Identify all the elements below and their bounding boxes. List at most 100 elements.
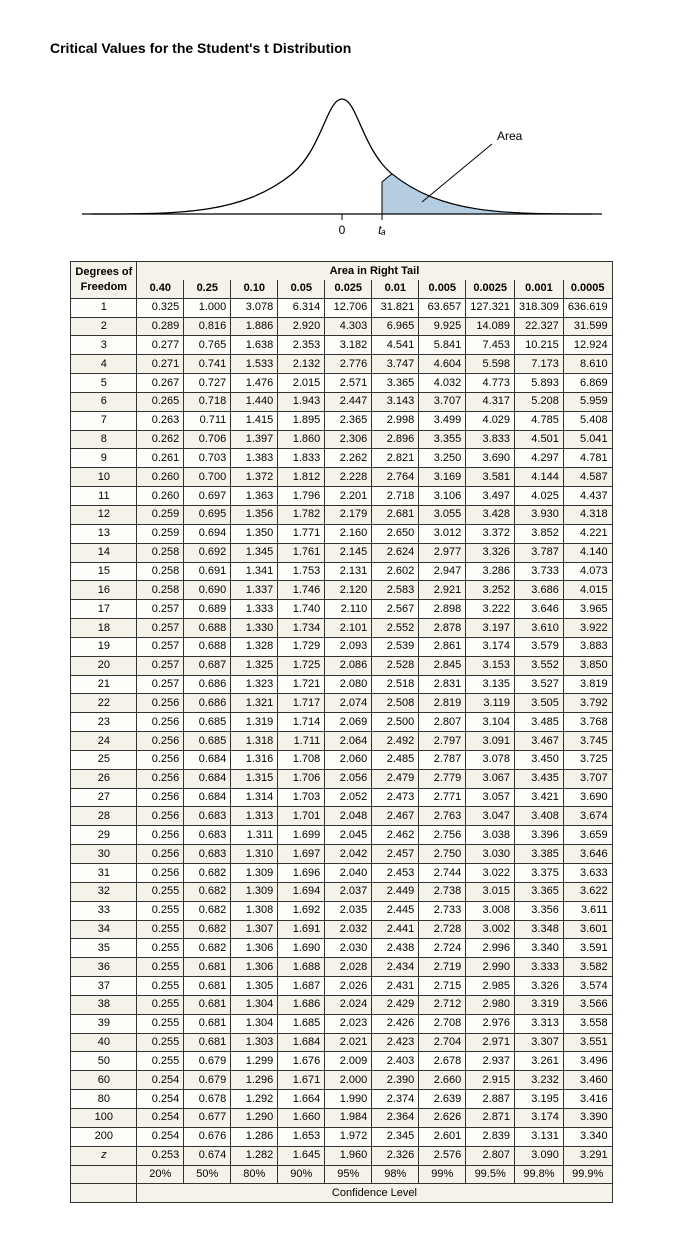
df-cell: 22: [71, 694, 137, 713]
df-cell: 9: [71, 449, 137, 468]
value-cell: 3.582: [563, 958, 612, 977]
conf-cell: 90%: [278, 1165, 325, 1184]
value-cell: 1.753: [278, 562, 325, 581]
value-cell: 3.174: [515, 1108, 564, 1127]
value-cell: 2.056: [325, 769, 372, 788]
value-cell: 1.286: [231, 1127, 278, 1146]
value-cell: 2.779: [419, 769, 466, 788]
value-cell: 0.255: [137, 958, 184, 977]
value-cell: 2.479: [372, 769, 419, 788]
value-cell: 4.303: [325, 317, 372, 336]
value-cell: 1.318: [231, 732, 278, 751]
value-cell: 1.734: [278, 619, 325, 638]
value-cell: 0.741: [184, 355, 231, 374]
df-cell: 12: [71, 505, 137, 524]
value-cell: 1.721: [278, 675, 325, 694]
value-cell: 0.816: [184, 317, 231, 336]
df-cell: 13: [71, 524, 137, 543]
value-cell: 14.089: [466, 317, 515, 336]
value-cell: 2.429: [372, 995, 419, 1014]
value-cell: 4.501: [515, 430, 564, 449]
value-cell: 1.000: [184, 298, 231, 317]
value-cell: 1.886: [231, 317, 278, 336]
value-cell: 0.686: [184, 694, 231, 713]
value-cell: 3.499: [419, 411, 466, 430]
value-cell: 63.657: [419, 298, 466, 317]
value-cell: 2.028: [325, 958, 372, 977]
value-cell: 0.700: [184, 468, 231, 487]
value-cell: 1.372: [231, 468, 278, 487]
value-cell: 1.664: [278, 1090, 325, 1109]
value-cell: 3.883: [563, 637, 612, 656]
value-cell: 2.353: [278, 336, 325, 355]
value-cell: 2.201: [325, 487, 372, 506]
value-cell: 0.253: [137, 1146, 184, 1165]
value-cell: 2.921: [419, 581, 466, 600]
value-cell: 0.683: [184, 845, 231, 864]
value-cell: 0.677: [184, 1108, 231, 1127]
value-cell: 2.660: [419, 1071, 466, 1090]
df-cell: 11: [71, 487, 137, 506]
value-cell: 3.340: [515, 939, 564, 958]
value-cell: 2.035: [325, 901, 372, 920]
value-cell: 1.671: [278, 1071, 325, 1090]
value-cell: 3.356: [515, 901, 564, 920]
value-cell: 12.924: [563, 336, 612, 355]
df-cell: 26: [71, 769, 137, 788]
value-cell: 0.681: [184, 977, 231, 996]
value-cell: 1.299: [231, 1052, 278, 1071]
value-cell: 2.819: [419, 694, 466, 713]
value-cell: 5.408: [563, 411, 612, 430]
value-cell: 0.260: [137, 487, 184, 506]
value-cell: 2.447: [325, 392, 372, 411]
value-cell: 2.733: [419, 901, 466, 920]
value-cell: 1.717: [278, 694, 325, 713]
value-cell: 4.015: [563, 581, 612, 600]
value-cell: 3.496: [563, 1052, 612, 1071]
value-cell: 1.895: [278, 411, 325, 430]
value-cell: 1.708: [278, 750, 325, 769]
value-cell: 0.256: [137, 713, 184, 732]
value-cell: 0.765: [184, 336, 231, 355]
value-cell: 2.021: [325, 1033, 372, 1052]
value-cell: 3.372: [466, 524, 515, 543]
value-cell: 0.682: [184, 901, 231, 920]
value-cell: 0.684: [184, 769, 231, 788]
df-cell: 18: [71, 619, 137, 638]
df-cell: 40: [71, 1033, 137, 1052]
value-cell: 2.453: [372, 864, 419, 883]
value-cell: 3.375: [515, 864, 564, 883]
value-cell: 3.182: [325, 336, 372, 355]
value-cell: 1.690: [278, 939, 325, 958]
value-cell: 3.104: [466, 713, 515, 732]
value-cell: 2.915: [466, 1071, 515, 1090]
value-cell: 3.015: [466, 882, 515, 901]
value-cell: 0.681: [184, 958, 231, 977]
value-cell: 0.254: [137, 1127, 184, 1146]
value-cell: 0.256: [137, 826, 184, 845]
value-cell: 3.090: [515, 1146, 564, 1165]
value-cell: 0.257: [137, 675, 184, 694]
value-cell: 318.309: [515, 298, 564, 317]
value-cell: 4.297: [515, 449, 564, 468]
df-cell: 31: [71, 864, 137, 883]
value-cell: 2.996: [466, 939, 515, 958]
value-cell: 2.060: [325, 750, 372, 769]
df-cell: 34: [71, 920, 137, 939]
value-cell: 2.262: [325, 449, 372, 468]
value-cell: 1.697: [278, 845, 325, 864]
value-cell: 0.691: [184, 562, 231, 581]
value-cell: 2.086: [325, 656, 372, 675]
value-cell: 1.782: [278, 505, 325, 524]
value-cell: 2.101: [325, 619, 372, 638]
value-cell: 0.687: [184, 656, 231, 675]
value-cell: 2.704: [419, 1033, 466, 1052]
df-cell: 20: [71, 656, 137, 675]
value-cell: 2.365: [325, 411, 372, 430]
value-cell: 1.316: [231, 750, 278, 769]
value-cell: 1.304: [231, 995, 278, 1014]
value-cell: 2.947: [419, 562, 466, 581]
value-cell: 0.727: [184, 374, 231, 393]
value-cell: 0.255: [137, 920, 184, 939]
value-cell: 1.292: [231, 1090, 278, 1109]
